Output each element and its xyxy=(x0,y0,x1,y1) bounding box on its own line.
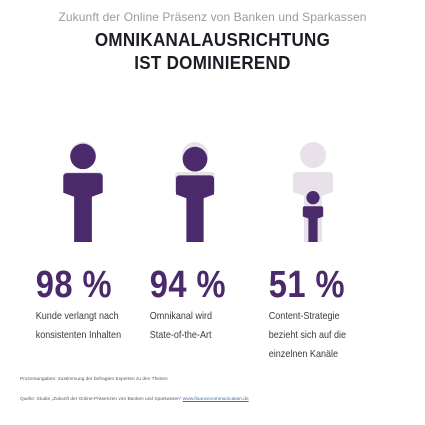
stat-label-2-line-1: Omnikanal wird xyxy=(149,310,212,322)
stat-label-1-line-2: konsistenten Inhalten xyxy=(35,329,122,341)
figure-2-value-body xyxy=(175,175,215,242)
stat-label-3: Content-Strategie bezieht sich auf die e… xyxy=(269,307,377,364)
figure-3-value-head xyxy=(306,191,320,205)
footnote-source: Quelle: Studie „Zukunft der Online-Präse… xyxy=(20,397,410,402)
figure-1-value-body xyxy=(63,173,103,242)
stat-label-3-line-1: Content-Strategie xyxy=(268,310,340,322)
stat-label-3-line-3: einzelnen Kanäle xyxy=(268,348,339,360)
figure-3-background-head xyxy=(300,142,326,168)
stat-value-2: 94 % xyxy=(149,264,226,306)
stat-value-3: 51 % xyxy=(268,264,345,306)
stat-label-1: Kunde verlangt nach konsistenten Inhalte… xyxy=(36,307,144,345)
figure-2-value-head xyxy=(182,146,208,172)
figure-3-value-body xyxy=(302,206,324,242)
footnote-percentages: Prozentangaben: Zustimmung der befragten… xyxy=(20,377,168,382)
stat-label-3-line-2: bezieht sich auf die xyxy=(268,329,347,341)
figure-1-value xyxy=(63,143,103,242)
source-text: Quelle: Studie „Zukunft der Online-Präse… xyxy=(20,397,182,402)
source-link[interactable]: www.financecommunication.de xyxy=(182,397,249,402)
stat-label-1-line-1: Kunde verlangt nach xyxy=(35,310,119,322)
pictogram-chart xyxy=(63,142,333,242)
stat-label-2-line-2: State-of-the-Art xyxy=(149,329,212,341)
chart-title-line-1: OMNIKANALAUSRICHTUNG xyxy=(94,29,331,50)
chart-title-line-2: IST DOMINIEREND xyxy=(134,52,291,73)
figure-1-value-head xyxy=(70,143,96,170)
figure-2-value xyxy=(175,146,215,242)
stat-label-2: Omnikanal wird State-of-the-Art xyxy=(150,307,258,345)
figure-3-value xyxy=(302,191,324,242)
stat-value-1: 98 % xyxy=(35,264,112,306)
chart-subtitle: Zukunft der Online Präsenz von Banken un… xyxy=(58,10,367,24)
